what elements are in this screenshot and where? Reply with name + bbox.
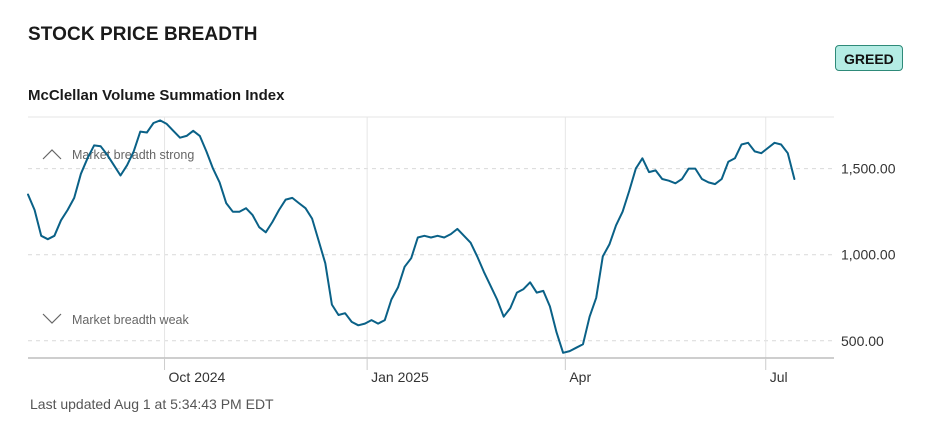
x-tick-label: Apr — [569, 369, 591, 385]
x-axis-ticks: Oct 2024 Jan 2025 Apr Jul — [164, 358, 788, 385]
annotation-strong: Market breadth strong — [42, 148, 194, 162]
x-tick-label: Jan 2025 — [371, 369, 429, 385]
annotation-strong-label: Market breadth strong — [72, 148, 194, 162]
series-line — [27, 119, 796, 354]
annotation-weak-label: Market breadth weak — [72, 313, 189, 327]
chart-subtitle: McClellan Volume Summation Index — [28, 87, 285, 104]
y-tick-label: 1,000.00 — [841, 247, 896, 263]
page-title: STOCK PRICE BREADTH — [28, 24, 258, 45]
chevron-down-icon — [42, 313, 62, 324]
annotation-weak: Market breadth weak — [42, 313, 189, 327]
x-tick-label: Jul — [770, 369, 788, 385]
chart-grid — [28, 116, 834, 358]
chevron-up-icon — [42, 149, 62, 160]
x-tick-label: Oct 2024 — [169, 369, 226, 385]
y-axis-ticks: 500.00 1,000.00 1,500.00 — [841, 161, 896, 349]
last-updated-text: Last updated Aug 1 at 5:34:43 PM EDT — [30, 396, 274, 412]
sentiment-badge: GREED — [835, 45, 903, 71]
y-tick-label: 500.00 — [841, 333, 884, 349]
y-tick-label: 1,500.00 — [841, 161, 896, 177]
